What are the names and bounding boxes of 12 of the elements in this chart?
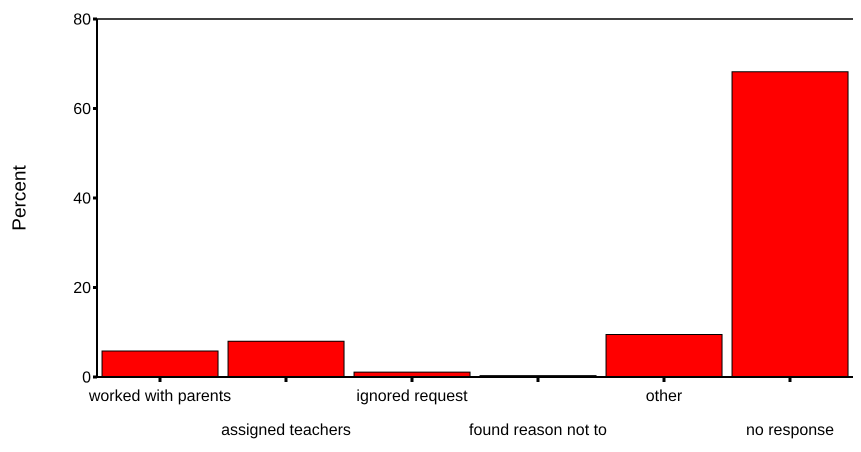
x-tick-label: worked with parents <box>88 388 232 405</box>
x-tick-label: ignored request <box>356 388 468 405</box>
x-tick-label: found reason not to <box>469 422 608 439</box>
y-tick-label: 60 <box>73 101 92 118</box>
y-tick-label: 40 <box>73 190 92 208</box>
x-tick-label: assigned teachers <box>221 422 351 439</box>
y-axis-title: Percent <box>10 164 31 231</box>
x-tick-label: no response <box>746 422 834 439</box>
x-tick-label: other <box>646 388 683 405</box>
y-tick-label: 80 <box>73 12 92 29</box>
y-tick-label: 20 <box>73 280 92 298</box>
y-tick-label: 0 <box>82 370 92 387</box>
